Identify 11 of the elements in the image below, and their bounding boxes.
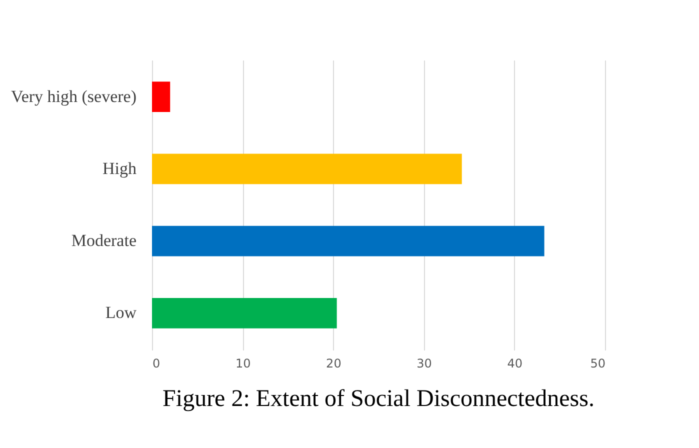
x-tick-label: 50: [590, 356, 606, 370]
x-tick-label: 30: [416, 356, 432, 370]
x-tick-label: 10: [235, 356, 251, 370]
x-tick-label: 20: [326, 356, 342, 370]
x-tick-label: 0: [152, 356, 160, 370]
x-tick-label: 40: [507, 356, 523, 370]
y-tick-label: Very high (severe): [10, 86, 136, 106]
y-tick-label: Moderate: [71, 231, 136, 250]
y-tick-label: Low: [105, 303, 138, 322]
text: Figure 2: Extent of Social Disconnectedness.: [162, 386, 594, 412]
y-tick-label: High: [102, 158, 137, 178]
